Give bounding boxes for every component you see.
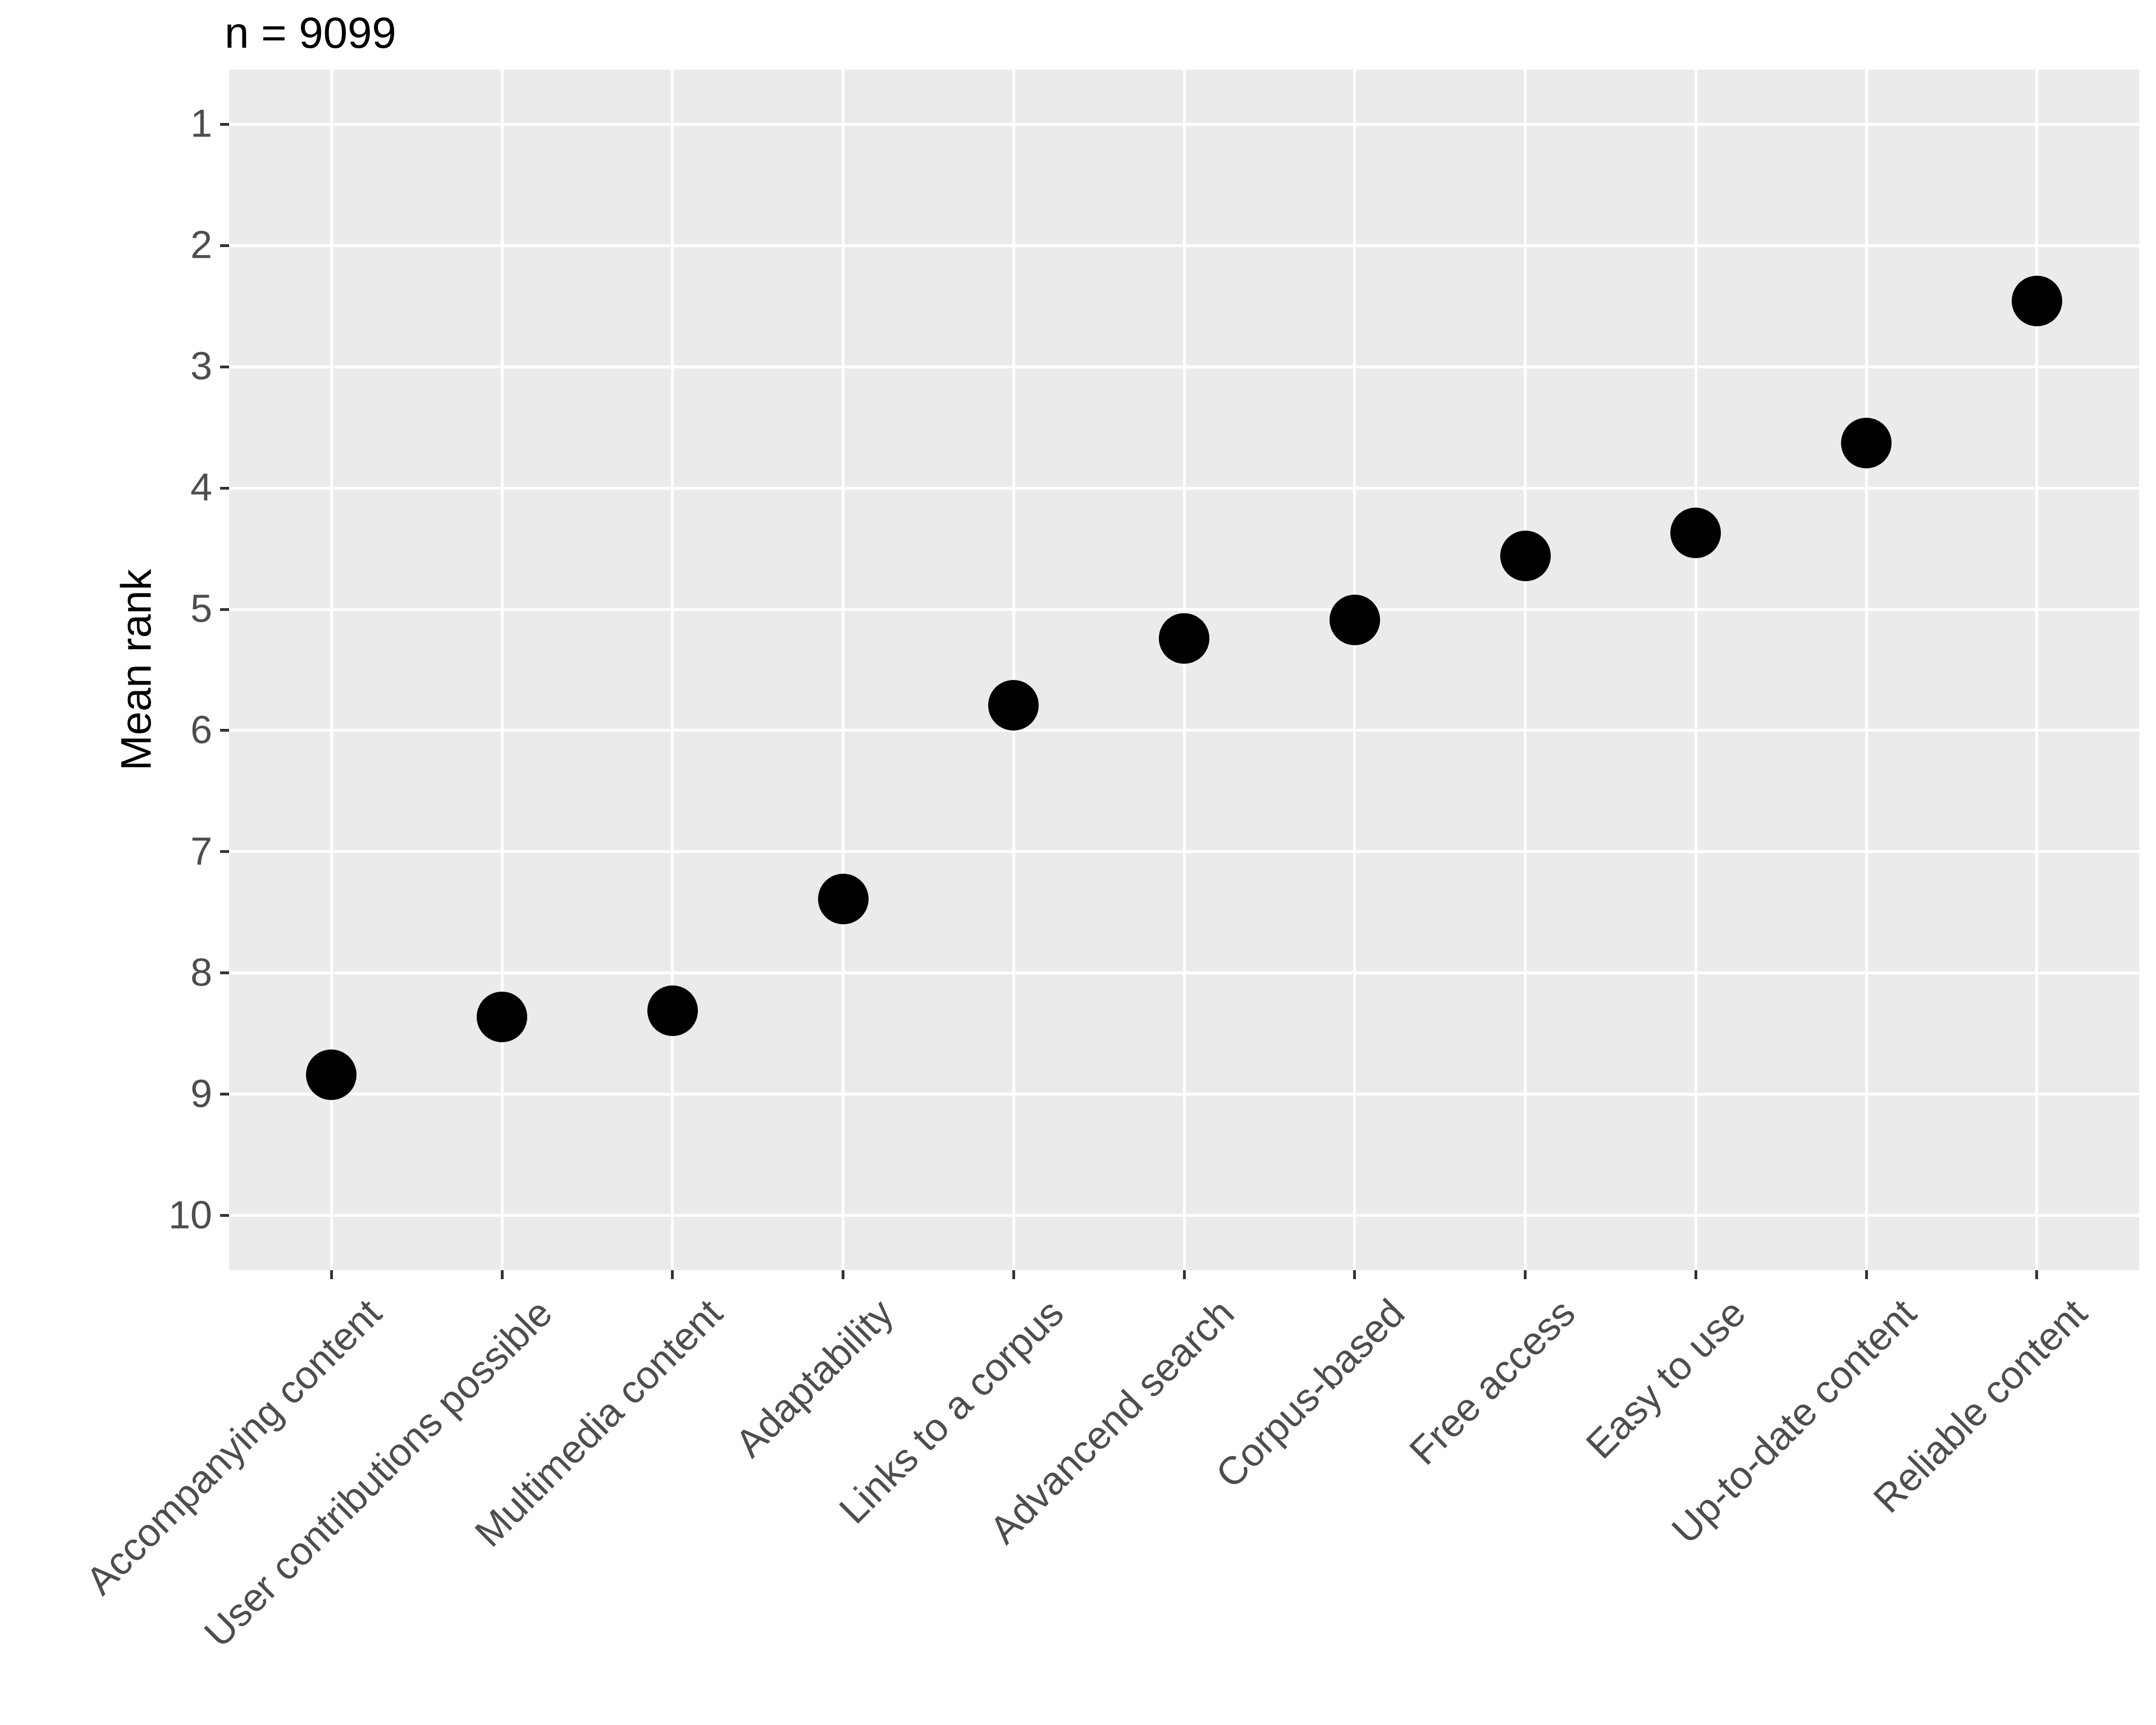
plot-panel <box>229 70 2139 1270</box>
y-tick-label: 2 <box>190 222 212 267</box>
plot-title: n = 9099 <box>225 8 396 57</box>
x-gridline <box>1694 70 1697 1270</box>
y-axis-tick <box>220 1093 229 1096</box>
x-axis-tick <box>1353 1270 1356 1279</box>
x-gridline <box>330 70 333 1270</box>
y-tick-label: 5 <box>190 586 212 631</box>
data-point <box>1329 595 1380 646</box>
x-axis-tick <box>1865 1270 1868 1279</box>
x-tick-label: Adaptability <box>727 1290 902 1466</box>
x-gridline <box>1865 70 1868 1270</box>
x-gridline <box>842 70 844 1270</box>
x-axis-tick <box>1524 1270 1527 1279</box>
x-gridline <box>1012 70 1015 1270</box>
data-point <box>988 679 1039 731</box>
x-tick-label: Easy to use <box>1578 1290 1755 1467</box>
y-tick-label: 7 <box>190 829 212 873</box>
x-axis-tick <box>1182 1270 1186 1279</box>
y-axis-tick <box>220 1214 229 1217</box>
y-axis-tick <box>220 486 229 490</box>
y-tick-label: 8 <box>190 950 212 994</box>
x-axis-tick <box>1694 1270 1697 1279</box>
data-point <box>1500 530 1551 581</box>
x-tick-label: Accompanying content <box>77 1290 390 1603</box>
x-tick-label: Free access <box>1401 1290 1584 1473</box>
x-gridline <box>1353 70 1356 1270</box>
x-axis-tick <box>1012 1270 1015 1279</box>
data-point <box>1841 418 1892 469</box>
y-tick-label: 9 <box>190 1071 212 1116</box>
y-tick-label: 10 <box>168 1193 212 1237</box>
y-tick-label: 3 <box>190 344 212 388</box>
x-gridline <box>1182 70 1186 1270</box>
y-tick-label: 4 <box>190 465 212 509</box>
y-tick-label: 6 <box>190 708 212 752</box>
x-gridline <box>500 70 504 1270</box>
data-point <box>647 985 698 1036</box>
y-axis-tick <box>220 729 229 732</box>
y-axis-tick <box>220 971 229 975</box>
data-point <box>2011 276 2062 327</box>
data-point <box>1670 507 1721 558</box>
x-tick-label: User contributions possible <box>195 1290 560 1656</box>
y-tick-label: 1 <box>190 101 212 145</box>
data-point <box>817 874 869 925</box>
y-axis-tick <box>220 608 229 611</box>
y-axis-tick <box>220 850 229 854</box>
data-point <box>477 991 527 1042</box>
y-axis-title: Mean rank <box>112 569 161 771</box>
y-axis-tick <box>220 122 229 126</box>
data-point <box>306 1049 357 1101</box>
y-axis-tick <box>220 244 229 247</box>
x-gridline <box>671 70 674 1270</box>
x-axis-tick <box>500 1270 504 1279</box>
x-gridline <box>1524 70 1527 1270</box>
x-axis-tick <box>671 1270 674 1279</box>
data-point <box>1159 613 1209 664</box>
y-axis-tick <box>220 365 229 368</box>
x-axis-tick <box>2035 1270 2039 1279</box>
x-gridline <box>2035 70 2039 1270</box>
x-axis-tick <box>842 1270 844 1279</box>
x-axis-tick <box>330 1270 333 1279</box>
